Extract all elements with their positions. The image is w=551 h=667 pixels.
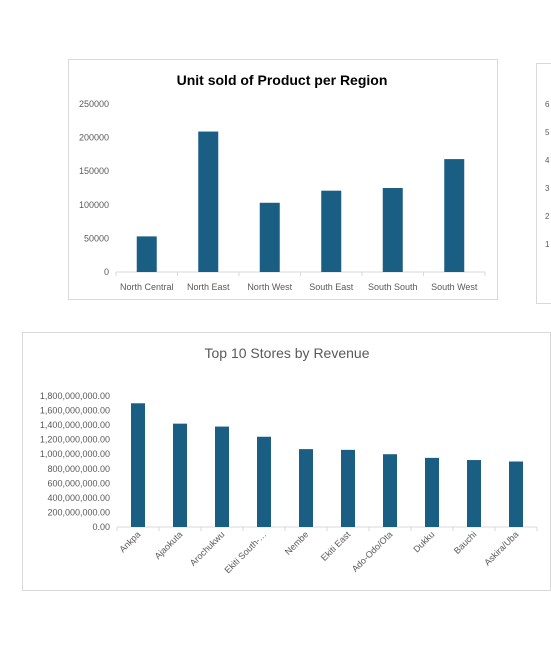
bar-store-6 bbox=[383, 454, 397, 527]
x-tick-label: Ekiti East bbox=[319, 529, 353, 563]
y-tick-label: 1,400,000,000.00 bbox=[40, 420, 110, 430]
x-tick-label: South East bbox=[309, 282, 354, 292]
y-tick-label: 100000 bbox=[79, 200, 109, 210]
y-tick-label: 1,600,000,000.00 bbox=[40, 406, 110, 416]
y-tick-label: 600,000,000.00 bbox=[47, 478, 110, 488]
y-tick-label: 150000 bbox=[79, 166, 109, 176]
y-tick-label: 5 bbox=[545, 128, 550, 137]
x-tick-label: Arochukwu bbox=[188, 529, 227, 568]
bar-store-1 bbox=[173, 423, 187, 527]
x-tick-label: Dukku bbox=[411, 529, 436, 554]
x-tick-label: Ado-Odo/Ota bbox=[350, 529, 395, 574]
partial-chart-panel[interactable]: 1 2 3 4 5 6 bbox=[536, 63, 551, 304]
x-tick-label: Ankpa bbox=[117, 529, 142, 554]
bar-store-8 bbox=[467, 460, 481, 527]
y-tick-label: 200,000,000.00 bbox=[47, 507, 110, 517]
y-tick-label: 250000 bbox=[79, 99, 109, 109]
x-tick-label: Bauchi bbox=[452, 529, 479, 556]
bar-store-9 bbox=[509, 461, 523, 527]
y-tick-label: 3 bbox=[545, 184, 550, 193]
bar-region-2 bbox=[259, 202, 280, 272]
bar-region-1 bbox=[198, 131, 219, 272]
bar-store-4 bbox=[299, 449, 313, 527]
top-stores-chart-panel[interactable]: Top 10 Stores by Revenue 0.00 200,000,000… bbox=[22, 332, 551, 591]
top-stores-chart: Top 10 Stores by Revenue 0.00 200,000,000… bbox=[40, 345, 538, 575]
y-tick-label: 0 bbox=[104, 267, 109, 277]
x-tick-label: Nembe bbox=[283, 529, 311, 557]
x-tick-label: Askira/Uba bbox=[482, 529, 520, 567]
bar-store-0 bbox=[131, 403, 145, 527]
y-tick-label: 1,200,000,000.00 bbox=[40, 435, 110, 445]
y-tick-label: 1,800,000,000.00 bbox=[40, 391, 110, 401]
units-by-region-chart-panel[interactable]: Unit sold of Product per Region 0 50000 10… bbox=[68, 59, 498, 300]
y-tick-label: 800,000,000.00 bbox=[47, 464, 110, 474]
x-tick-label: North East bbox=[187, 282, 230, 292]
x-tick-label: North West bbox=[247, 282, 292, 292]
x-tick-label: Ekiti South-… bbox=[222, 529, 268, 575]
y-tick-label: 6 bbox=[545, 100, 550, 109]
bar-store-7 bbox=[425, 457, 439, 527]
bar-region-3 bbox=[321, 190, 342, 272]
y-tick-label: 200000 bbox=[79, 133, 109, 143]
bar-store-5 bbox=[341, 449, 355, 527]
chart-title: Unit sold of Product per Region bbox=[177, 72, 388, 88]
y-tick-label: 1 bbox=[545, 240, 550, 249]
y-tick-label: 50000 bbox=[84, 233, 109, 243]
y-tick-label: 400,000,000.00 bbox=[47, 493, 110, 503]
x-tick-label: North Central bbox=[120, 282, 174, 292]
x-tick-label: South West bbox=[431, 282, 478, 292]
bar-region-5 bbox=[444, 159, 465, 272]
y-tick-label: 4 bbox=[545, 156, 550, 165]
bar-region-4 bbox=[382, 188, 403, 272]
bar-store-2 bbox=[215, 426, 229, 527]
y-tick-label: 1,000,000,000.00 bbox=[40, 449, 110, 459]
partial-chart: 1 2 3 4 5 6 bbox=[545, 100, 550, 249]
bar-store-3 bbox=[257, 436, 271, 527]
y-tick-label: 2 bbox=[545, 212, 550, 221]
units-by-region-chart: Unit sold of Product per Region 0 50000 10… bbox=[79, 72, 486, 292]
x-tick-label: Ajaokuta bbox=[153, 529, 185, 561]
bar-region-0 bbox=[136, 236, 157, 272]
y-tick-label: 0.00 bbox=[92, 522, 110, 532]
x-tick-label: South South bbox=[368, 282, 418, 292]
chart-title: Top 10 Stores by Revenue bbox=[205, 345, 370, 361]
